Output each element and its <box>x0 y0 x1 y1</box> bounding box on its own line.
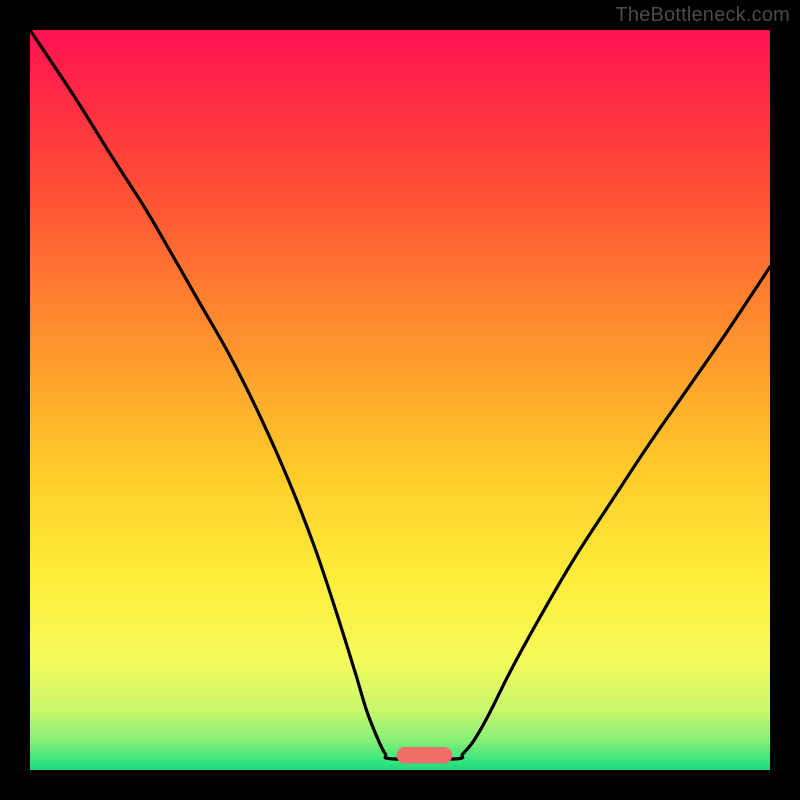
bottleneck-chart <box>0 0 800 800</box>
watermark-text: TheBottleneck.com <box>615 4 790 27</box>
plot-area <box>30 30 770 770</box>
chart-stage: TheBottleneck.com <box>0 0 800 800</box>
optimum-marker <box>397 747 453 763</box>
